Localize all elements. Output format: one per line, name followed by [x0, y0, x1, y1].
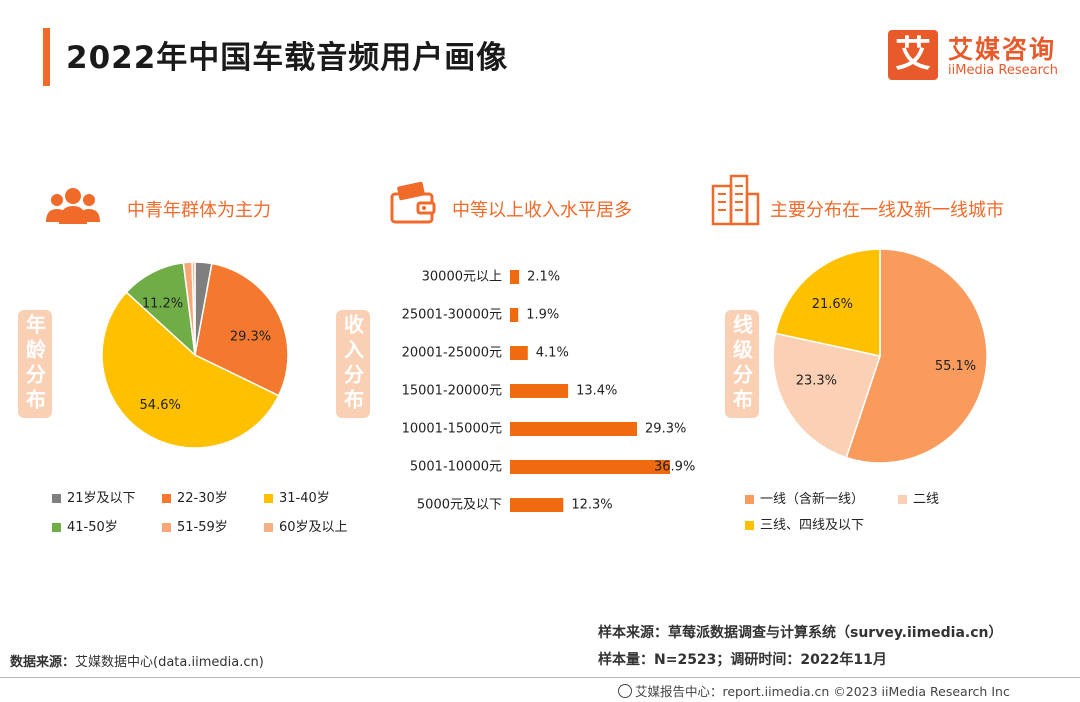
pie-label-age-3: 11.2%	[142, 296, 183, 311]
legend-label: 二线	[913, 492, 940, 507]
city-heading: 主要分布在一线及新一线城市	[770, 200, 1004, 221]
legend-label: 一线（含新一线）	[760, 492, 865, 507]
age-heading: 中青年群体为主力	[127, 200, 271, 221]
sample-size-label: 样本量：	[598, 652, 654, 668]
income-value-label: 36.9%	[654, 460, 695, 475]
city-pie-chart: 55.1% 23.3% 21.6%	[772, 248, 988, 464]
data-source-label: 数据来源：	[10, 655, 76, 670]
income-value-label: 2.1%	[527, 270, 560, 285]
income-bar-chart: 30000元以上 2.1% 25001-30000元 1.9% 20001-25000元…	[402, 270, 696, 513]
data-source: 数据来源：艾媒数据中心(data.iimedia.cn)	[10, 651, 264, 670]
income-side-label: 收入分布	[336, 310, 370, 418]
logo-english-name: iiMedia Research	[948, 63, 1059, 78]
sample-source-value: 草莓派数据调查与计算系统（survey.iimedia.cn）	[668, 625, 1003, 641]
income-category-label: 5000元及以下	[417, 498, 502, 513]
sample-size-value: N=2523；调研时间：2022年11月	[654, 652, 887, 668]
pie-slice-age-1	[194, 262, 289, 397]
legend-label: 31-40岁	[279, 491, 330, 506]
legend-swatch	[52, 494, 61, 503]
income-value-label: 12.3%	[571, 498, 612, 513]
legend-swatch	[264, 494, 273, 503]
legend-swatch	[745, 495, 754, 504]
copyright-text: 艾媒报告中心：report.iimedia.cn ©2023 iiMedia R…	[635, 684, 1010, 699]
income-category-label: 10001-15000元	[402, 422, 502, 437]
pie-slice-age-3	[125, 261, 197, 357]
income-bar	[510, 270, 520, 284]
legend-item: 60岁及以上	[264, 516, 348, 535]
pie-label-city-1: 23.3%	[796, 373, 837, 388]
legend-label: 41-50岁	[67, 520, 118, 535]
pie-label-city-0: 55.1%	[935, 359, 976, 374]
data-source-value: 艾媒数据中心(data.iimedia.cn)	[75, 655, 264, 670]
income-bar	[510, 384, 569, 398]
pie-slice-age-2	[101, 291, 280, 449]
income-bar	[510, 460, 670, 474]
legend-item: 21岁及以下	[52, 487, 136, 506]
legend-swatch	[745, 521, 754, 530]
income-bar	[510, 422, 637, 436]
legend-label: 21岁及以下	[67, 491, 136, 506]
legend-swatch	[162, 494, 171, 503]
title-accent-bar	[43, 28, 50, 86]
legend-item: 二线	[898, 488, 939, 507]
pie-slice-city-2	[774, 248, 881, 357]
income-value-label: 4.1%	[536, 346, 569, 361]
age-pie-chart: 2.9%29.3%54.6%11.2%1.5%0.5%	[101, 261, 289, 449]
logo-mark: 艾	[888, 30, 938, 80]
globe-icon	[618, 684, 632, 698]
footer-divider	[0, 677, 1080, 678]
income-category-label: 25001-30000元	[402, 308, 502, 323]
copyright: 艾媒报告中心：report.iimedia.cn ©2023 iiMedia R…	[618, 681, 1010, 700]
wallet-icon	[390, 181, 436, 224]
people-icon	[46, 188, 100, 224]
legend-item: 一线（含新一线）	[745, 488, 864, 507]
legend-label: 60岁及以上	[279, 520, 348, 535]
income-bar	[510, 346, 528, 360]
pie-label-city-2: 21.6%	[812, 297, 853, 312]
legend-label: 22-30岁	[177, 491, 228, 506]
logo-chinese-name: 艾媒咨询	[948, 35, 1057, 64]
sample-source-label: 样本来源：	[598, 625, 668, 641]
sample-source: 样本来源：草莓派数据调查与计算系统（survey.iimedia.cn）	[598, 622, 1003, 642]
buildings-icon	[711, 174, 760, 226]
legend-swatch	[898, 495, 907, 504]
legend-item: 22-30岁	[162, 487, 228, 506]
sample-size: 样本量：N=2523；调研时间：2022年11月	[598, 649, 887, 669]
legend-swatch	[52, 523, 61, 532]
pie-label-age-2: 54.6%	[140, 398, 181, 413]
income-category-label: 5001-10000元	[410, 460, 502, 475]
legend-item: 三线、四线及以下	[745, 514, 864, 533]
legend-label: 三线、四线及以下	[760, 518, 865, 533]
legend-item: 31-40岁	[264, 487, 330, 506]
income-bar	[510, 498, 564, 512]
income-heading: 中等以上收入水平居多	[452, 200, 632, 221]
legend-item: 41-50岁	[52, 516, 118, 535]
city-side-label: 线级分布	[725, 310, 759, 418]
pie-slice-city-0	[845, 248, 988, 464]
legend-swatch	[264, 523, 273, 532]
iimedia-logo: 艾 艾媒咨询 iiMedia Research	[888, 30, 1064, 82]
age-side-label: 年龄分布	[18, 310, 52, 418]
legend-item: 51-59岁	[162, 516, 228, 535]
income-bar	[510, 308, 519, 322]
income-value-label: 13.4%	[576, 384, 617, 399]
income-category-label: 30000元以上	[422, 270, 502, 285]
pie-slice-city-1	[772, 332, 881, 459]
pie-label-age-1: 29.3%	[230, 330, 271, 345]
income-category-label: 20001-25000元	[402, 346, 502, 361]
pie-slice-age-5	[191, 261, 196, 356]
income-category-label: 15001-20000元	[402, 384, 502, 399]
legend-label: 51-59岁	[177, 520, 228, 535]
income-value-label: 29.3%	[645, 422, 686, 437]
legend-swatch	[162, 523, 171, 532]
page-title: 2022年中国车载音频用户画像	[66, 40, 509, 76]
income-value-label: 1.9%	[526, 308, 559, 323]
